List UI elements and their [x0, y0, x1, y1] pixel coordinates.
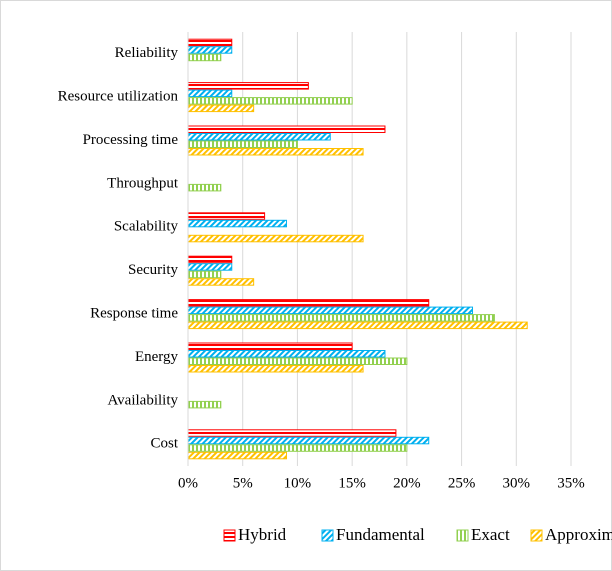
bar: [187, 270, 222, 279]
legend-label: Hybrid: [238, 525, 287, 544]
bar: [187, 350, 386, 358]
y-tick-label: Reliability: [115, 45, 179, 61]
legend-label: Approximate: [545, 525, 612, 544]
legend-swatch: [223, 529, 236, 542]
y-tick-label: Availability: [107, 392, 178, 408]
bar: [187, 255, 233, 264]
bar: [187, 365, 364, 373]
bar: [187, 38, 233, 47]
x-tick-label: 30%: [503, 475, 531, 491]
bar: [187, 400, 222, 409]
bar: [187, 306, 474, 315]
x-tick-label: 15%: [338, 475, 366, 491]
x-tick-label: 5%: [233, 475, 253, 491]
y-tick-label: Cost: [150, 436, 178, 452]
bar: [187, 89, 233, 98]
y-tick-label: Security: [128, 262, 178, 278]
bar: [187, 444, 408, 452]
y-tick-label: Scalability: [114, 219, 179, 235]
bar: [187, 314, 495, 322]
x-tick-label: 25%: [448, 475, 476, 491]
bar: [187, 321, 528, 330]
bar: [187, 125, 386, 133]
y-tick-label: Response time: [90, 306, 178, 322]
bar: [187, 263, 233, 271]
y-tick-label: Throughput: [107, 175, 179, 191]
bar: [187, 148, 364, 156]
y-tick-label: Processing time: [83, 132, 179, 148]
bar: [187, 97, 353, 105]
legend-label: Exact: [471, 525, 510, 544]
bar: [187, 133, 331, 141]
bar: [187, 278, 255, 286]
bar: [187, 451, 287, 460]
bar: [187, 104, 255, 113]
x-tick-label: 0%: [178, 475, 198, 491]
bar: [187, 436, 430, 445]
bar: [187, 342, 353, 350]
bar: [187, 53, 222, 62]
bar: [187, 46, 233, 54]
bar: [187, 357, 408, 365]
bar: [187, 299, 430, 307]
y-tick-label: Energy: [135, 349, 179, 365]
bar: [187, 234, 364, 243]
y-tick-label: Resource utilization: [58, 89, 179, 105]
bar: [187, 140, 298, 148]
bar: [187, 429, 397, 437]
x-tick-label: 20%: [393, 475, 421, 491]
legend-swatch: [456, 529, 469, 542]
bar: [187, 212, 266, 220]
bar: [187, 183, 222, 192]
x-tick-label: 35%: [557, 475, 585, 491]
x-tick-label: 10%: [284, 475, 312, 491]
legend-label: Fundamental: [336, 525, 425, 544]
bar: [187, 82, 309, 90]
legend-swatch: [530, 529, 543, 542]
legend-swatch: [321, 529, 334, 542]
bar: [187, 219, 287, 228]
